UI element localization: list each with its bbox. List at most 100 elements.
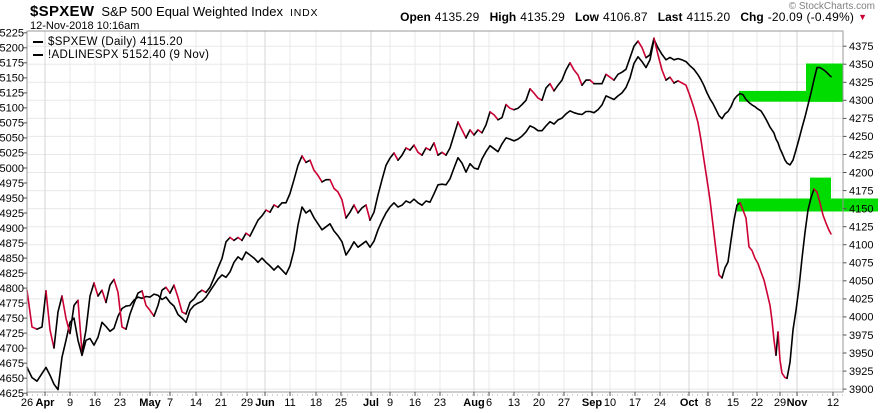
x-axis-tick-label: 7 xyxy=(167,397,173,409)
left-axis-tick-label: 4675 xyxy=(0,358,24,370)
chart-header: $SPXEW S&P 500 Equal Weighted Index INDX xyxy=(30,3,318,20)
left-axis-tick-label: 4850 xyxy=(0,253,24,265)
x-axis-tick-label: Oct xyxy=(680,397,699,409)
right-axis-tick-label: 4075 xyxy=(849,258,873,270)
left-axis-tick-label: 4950 xyxy=(0,193,24,205)
ad-breakout-box xyxy=(806,63,843,102)
x-axis-tick-label: 24 xyxy=(654,397,666,409)
left-axis-tick-label: 4750 xyxy=(0,313,24,325)
x-axis-tick-label: 16 xyxy=(409,397,421,409)
legend-label-spxew: $SPXEW (Daily) 4115.20 xyxy=(48,35,183,48)
right-axis-tick-label: 4300 xyxy=(849,95,873,107)
x-axis-tick-label: 25 xyxy=(335,397,347,409)
high-value: 4135.29 xyxy=(520,10,566,24)
x-axis-tick-label: Jul xyxy=(363,397,379,409)
x-axis-tick-label: 8 xyxy=(705,397,711,409)
exchange-tag: INDX xyxy=(289,7,319,19)
left-axis-tick-label: 4775 xyxy=(0,298,24,310)
x-axis-tick-label: 12 xyxy=(827,397,839,409)
left-axis-tick-label: 4650 xyxy=(0,373,24,385)
y-axis-labels-right: 4375 4350 4325 4300 4275 4250 4225 4200 4175 4150… xyxy=(849,41,873,396)
left-axis-tick-label: 4975 xyxy=(0,178,24,190)
x-axis-tick-label: 10 xyxy=(604,397,616,409)
grid-lines xyxy=(26,31,843,392)
right-axis-tick-label: 4275 xyxy=(849,113,873,125)
legend-label-adline: !ADLINESPX 5152.40 (9 Nov) xyxy=(48,48,210,61)
x-axis-tick-label: 13 xyxy=(508,397,520,409)
left-axis-tick-label: 4875 xyxy=(0,238,24,250)
x-axis-tick-label: 29 xyxy=(774,397,786,409)
left-axis-tick-label: 5075 xyxy=(0,118,24,130)
left-axis-tick-label: 5175 xyxy=(0,58,24,70)
x-axis-tick-label: Nov xyxy=(787,397,809,409)
high-label: High xyxy=(489,10,517,24)
x-axis-tick-label: 20 xyxy=(533,397,545,409)
right-axis-tick-label: 4000 xyxy=(849,312,873,324)
x-axis-tick-label: 29 xyxy=(241,397,253,409)
right-axis-tick-label: 4025 xyxy=(849,294,873,306)
left-axis-tick-label: 4825 xyxy=(0,268,24,280)
right-axis-tick-label: 3925 xyxy=(849,366,873,378)
left-axis-tick-label: 5025 xyxy=(0,148,24,160)
ohlc-quote-bar: Open 4135.29 High 4135.29 Low 4106.87 La… xyxy=(400,10,867,24)
x-axis-tick-label: 11 xyxy=(284,397,295,409)
spxew-line-swatch-icon xyxy=(33,40,43,43)
x-axis-tick-label: Aug xyxy=(463,397,484,409)
left-axis-tick-label: 5050 xyxy=(0,133,24,145)
right-axis-tick-label: 4175 xyxy=(849,185,873,197)
x-axis-tick-label: 17 xyxy=(629,397,641,409)
right-axis-tick-label: 4200 xyxy=(849,167,873,179)
left-axis-tick-label: 5225 xyxy=(0,28,24,40)
x-axis-tick-label: Jun xyxy=(255,397,275,409)
low-value: 4106.87 xyxy=(603,10,648,24)
x-axis-tick-label: 21 xyxy=(215,397,227,409)
price-breakout-box xyxy=(810,177,831,199)
x-axis-labels: 26 Apr 9 16 23 May 7 14 21 29 Jun 11 18 25 Jul 9 16 23 Aug… xyxy=(21,397,839,409)
right-axis-tick-label: 4375 xyxy=(849,41,873,53)
left-axis-tick-label: 5000 xyxy=(0,163,24,175)
ad-resistance-band xyxy=(739,90,843,102)
right-axis-tick-label: 4100 xyxy=(849,240,873,252)
right-axis-tick-label: 3950 xyxy=(849,348,873,360)
left-axis-tick-label: 5100 xyxy=(0,103,24,115)
left-axis-tick-label: 5150 xyxy=(0,73,24,85)
x-axis-tick-label: 23 xyxy=(434,397,446,409)
chg-value: -20.09 (-0.49%) xyxy=(767,10,855,24)
x-axis-tick-label: May xyxy=(139,397,161,409)
x-axis-tick-label: 18 xyxy=(310,397,322,409)
chg-down-arrow-icon: ▼ xyxy=(858,12,867,22)
right-axis-tick-label: 4050 xyxy=(849,276,873,288)
left-axis-tick-label: 4925 xyxy=(0,208,24,220)
chart-timestamp: 12-Nov-2018 10:16am xyxy=(30,20,140,32)
left-axis-tick-label: 4725 xyxy=(0,328,24,340)
left-axis-tick-label: 4900 xyxy=(0,223,24,235)
symbol-title: $SPXEW xyxy=(30,3,95,20)
x-axis-tick-label: 23 xyxy=(114,397,126,409)
x-axis-tick-label: Sep xyxy=(582,397,602,409)
right-axis-tick-label: 3900 xyxy=(849,384,873,396)
left-axis-tick-label: 4700 xyxy=(0,343,24,355)
x-axis-tick-label: 9 xyxy=(67,397,73,409)
chart-legend: $SPXEW (Daily) 4115.20 !ADLINESPX 5152.4… xyxy=(33,35,209,61)
right-axis-tick-label: 4150 xyxy=(849,203,873,215)
open-label: Open xyxy=(400,10,431,24)
x-axis-tick-label: 6 xyxy=(486,397,492,409)
right-axis-tick-label: 3975 xyxy=(849,330,873,342)
left-axis-tick-label: 5125 xyxy=(0,88,24,100)
open-value: 4135.29 xyxy=(434,10,480,24)
x-axis-tick-label: 9 xyxy=(387,397,393,409)
x-axis-tick-label: 16 xyxy=(89,397,101,409)
low-label: Low xyxy=(575,10,600,24)
left-axis-tick-label: 5200 xyxy=(0,43,24,55)
left-axis-tick-label: 4800 xyxy=(0,283,24,295)
adline-line-swatch-icon xyxy=(33,53,43,56)
x-axis-tick-label: Apr xyxy=(36,397,56,409)
right-axis-tick-label: 4350 xyxy=(849,59,873,71)
x-axis-tick-label: 14 xyxy=(190,397,202,409)
copyright-text: © StockCharts.com xyxy=(788,1,875,12)
x-axis-tick-label: 26 xyxy=(21,397,33,409)
ad-line-series xyxy=(26,38,832,391)
x-axis-tick-label: 15 xyxy=(727,397,739,409)
